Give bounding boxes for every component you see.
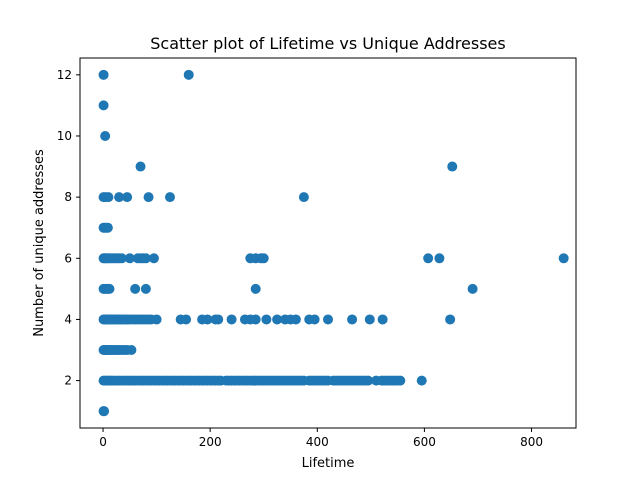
y-axis: 2 4 6 8 10 12 (57, 68, 80, 388)
data-point (445, 314, 456, 325)
data-point (140, 283, 151, 294)
data-point (148, 253, 159, 264)
data-point (423, 253, 434, 264)
data-point (130, 283, 141, 294)
data-point (309, 314, 320, 325)
data-point (258, 253, 269, 264)
data-point (122, 192, 133, 203)
data-point (250, 314, 261, 325)
y-tick-label: 12 (57, 68, 72, 82)
data-point (116, 253, 127, 264)
data-point (98, 69, 109, 80)
data-point (98, 100, 109, 111)
data-point (143, 192, 154, 203)
data-point (261, 314, 272, 325)
data-point (114, 192, 125, 203)
points-layer (98, 69, 569, 417)
data-point (416, 375, 427, 386)
x-tick-label: 0 (99, 435, 107, 449)
y-tick-label: 8 (64, 190, 72, 204)
y-axis-label: Number of unique addresses (32, 149, 47, 337)
x-tick-label: 600 (413, 435, 436, 449)
data-point (395, 375, 406, 386)
data-point (250, 283, 261, 294)
x-axis: 0 200 400 600 800 (99, 428, 543, 449)
data-point (104, 283, 115, 294)
x-tick-label: 200 (199, 435, 222, 449)
data-point (226, 314, 237, 325)
chart-title: Scatter plot of Lifetime vs Unique Addre… (150, 34, 505, 53)
data-point (181, 314, 192, 325)
x-axis-label: Lifetime (302, 456, 355, 471)
x-tick-label: 800 (520, 435, 543, 449)
data-point (323, 314, 333, 325)
data-point (213, 314, 224, 325)
data-point (377, 314, 388, 325)
data-point (272, 314, 283, 325)
data-point (202, 314, 213, 325)
y-tick-label: 4 (64, 312, 72, 326)
data-point (290, 314, 301, 325)
data-point (558, 253, 569, 264)
data-point (447, 161, 458, 172)
data-point (124, 253, 135, 264)
data-point (363, 375, 374, 386)
plot-frame (79, 57, 577, 429)
data-point (100, 130, 111, 141)
y-tick-label: 6 (64, 251, 72, 265)
data-point (102, 222, 113, 233)
data-point (99, 406, 110, 417)
data-point (135, 161, 146, 172)
y-tick-label: 2 (64, 374, 72, 388)
data-point (364, 314, 375, 325)
data-point (183, 69, 194, 80)
data-point (151, 314, 162, 325)
y-tick-label: 10 (57, 129, 72, 143)
data-point (126, 345, 137, 356)
data-point (298, 192, 309, 203)
data-point (164, 192, 175, 203)
data-point (140, 253, 151, 264)
data-point (103, 192, 114, 203)
x-tick-label: 400 (306, 435, 329, 449)
data-point (434, 253, 445, 264)
data-point (467, 283, 478, 294)
data-point (347, 314, 358, 325)
